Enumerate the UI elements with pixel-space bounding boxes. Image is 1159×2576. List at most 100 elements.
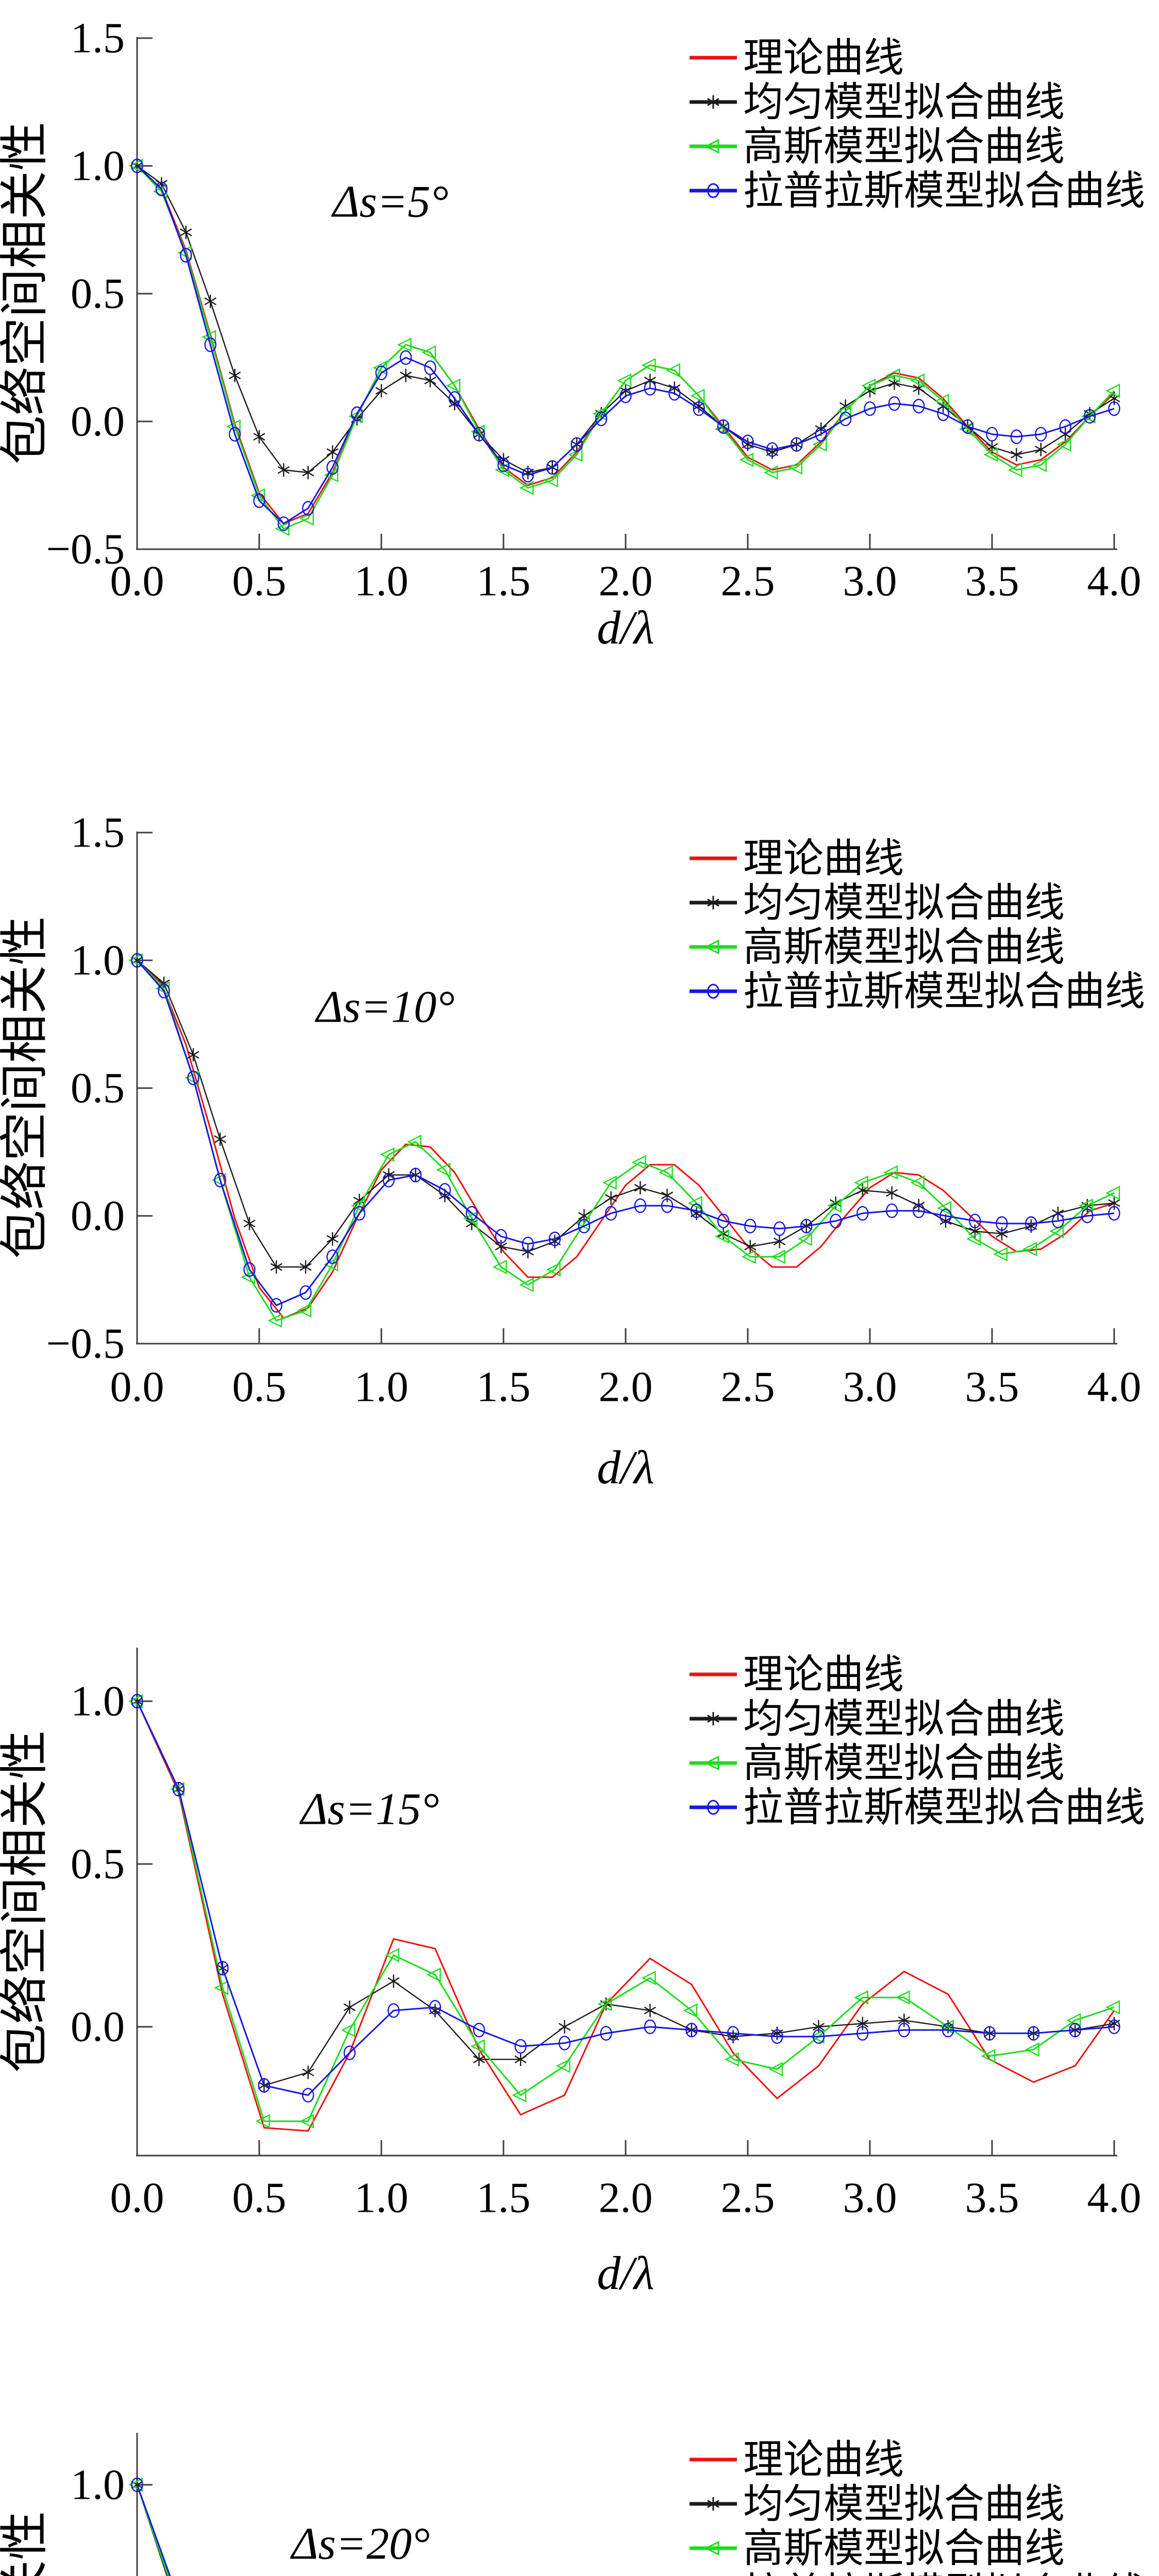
asterisk-marker-icon <box>514 2053 527 2066</box>
series-3-line <box>136 1701 1115 2096</box>
series-2-markers <box>128 1694 1120 2129</box>
asterisk-marker-icon <box>343 2001 356 2014</box>
asterisk-stroke <box>326 1235 339 1243</box>
circle-marker-icon <box>548 1231 561 1246</box>
x-axis-title: d/λ <box>597 2247 654 2299</box>
series-2 <box>128 159 1120 536</box>
asterisk-marker-icon <box>243 1216 256 1230</box>
y-axis-title: 包络空间相关性 <box>0 916 52 1259</box>
triangle-left-marker-icon <box>770 1249 785 1264</box>
asterisk-stroke <box>1108 1199 1120 1207</box>
circle-marker-icon <box>913 1203 925 1218</box>
x-tick-label: 0.5 <box>232 557 287 605</box>
x-tick-label: 4.0 <box>1087 1363 1141 1411</box>
circle-marker-icon <box>885 1203 898 1218</box>
asterisk-stroke <box>180 228 192 236</box>
asterisk-marker-icon <box>774 1234 786 1248</box>
asterisk-marker-icon <box>326 445 339 459</box>
circle-marker-icon <box>856 2026 869 2041</box>
asterisk-marker-icon <box>558 2020 571 2033</box>
circle-marker-icon <box>773 1221 786 1236</box>
legend-label: 拉普拉斯模型拟合曲线 <box>743 168 1145 213</box>
asterisk-marker-icon <box>830 1196 842 1210</box>
triangle-left-marker-icon <box>602 1175 617 1190</box>
circle-marker-icon <box>942 2023 954 2038</box>
circle-marker-icon <box>644 381 657 396</box>
triangle-left-marker-icon <box>934 394 949 409</box>
triangle-left-marker-icon <box>519 481 534 495</box>
x-tick-label: 1.5 <box>477 557 531 605</box>
y-tick-label: 1.5 <box>71 14 125 62</box>
circle-marker-icon <box>707 183 719 198</box>
legend-label: 拉普拉斯模型拟合曲线 <box>743 969 1145 1014</box>
series-0-line <box>136 959 1115 1319</box>
legend-item-2[interactable]: 高斯模型拟合曲线 <box>690 124 1065 169</box>
legend-item-0[interactable]: 理论曲线 <box>690 1652 904 1697</box>
series-1-markers <box>131 954 1120 1274</box>
chart-1: 1.51.00.50.0−0.50.0 0.5 1.0 1.5 2.0 2.5 3.0 3.5… <box>0 14 1145 654</box>
circle-marker-icon <box>514 2039 527 2054</box>
y-tick-label: 0.0 <box>71 398 125 446</box>
legend-label: 理论曲线 <box>743 2437 904 2482</box>
legend-item-3[interactable]: 拉普拉斯模型拟合曲线 <box>690 1785 1145 1830</box>
legend-item-0[interactable]: 理论曲线 <box>690 36 904 80</box>
legend-item-1[interactable]: 均匀模型拟合曲线 <box>690 1697 1065 1741</box>
circle-marker-icon <box>409 1167 422 1182</box>
series-3-markers <box>131 2477 143 2493</box>
triangle-left-marker-icon <box>492 1260 507 1275</box>
asterisk-marker-icon <box>204 294 216 308</box>
triangle-left-marker-icon <box>544 473 559 488</box>
legend-label: 理论曲线 <box>743 836 904 881</box>
asterisk-marker-icon <box>228 368 241 382</box>
circle-marker-icon <box>996 1216 1008 1231</box>
circle-marker-icon <box>1081 1208 1094 1224</box>
asterisk-marker-icon <box>1052 1207 1064 1221</box>
legend-item-2[interactable]: 高斯模型拟合曲线 <box>690 925 1065 970</box>
x-tick-label: 3.5 <box>965 2174 1019 2222</box>
x-tick-label: 2.5 <box>721 1363 775 1411</box>
legend-item-0[interactable]: 理论曲线 <box>690 836 904 881</box>
triangle-left-marker-icon <box>714 1229 729 1244</box>
triangle-left-marker-icon <box>214 1980 229 1995</box>
triangle-left-marker-icon <box>854 1990 868 2005</box>
asterisk-stroke <box>424 377 436 385</box>
triangle-left-marker-icon <box>768 2062 783 2077</box>
asterisk-stroke <box>830 1199 842 1207</box>
asterisk-marker-icon <box>886 1186 898 1200</box>
circle-marker-icon <box>1083 409 1096 424</box>
legend-item-3[interactable]: 拉普拉斯模型拟合曲线 <box>690 969 1145 1014</box>
legend-item-1[interactable]: 均匀模型拟合曲线 <box>690 2482 1065 2527</box>
legend-item-2[interactable]: 高斯模型拟合曲线 <box>690 2526 1065 2571</box>
legend-item-1[interactable]: 均匀模型拟合曲线 <box>690 80 1065 125</box>
y-axis-title: 包络空间相关性 <box>0 1730 52 2073</box>
circle-marker-icon <box>983 2026 996 2041</box>
y-axis-title: 包络空间相关性 <box>0 2511 52 2576</box>
asterisk-marker-icon <box>707 2497 719 2511</box>
series-2-markers <box>128 159 1120 536</box>
triangle-left-marker-icon <box>426 1967 441 1982</box>
circle-marker-icon <box>815 427 827 442</box>
legend-item-2[interactable]: 高斯模型拟合曲线 <box>690 1741 1065 1786</box>
asterisk-marker-icon <box>253 430 265 444</box>
legend-item-3[interactable]: 拉普拉斯模型拟合曲线 <box>690 168 1145 213</box>
triangle-left-marker-icon <box>380 1147 395 1162</box>
asterisk-stroke <box>744 1242 757 1251</box>
circle-marker-icon <box>1010 429 1023 444</box>
series-2-markers <box>128 953 1120 1328</box>
triangle-left-marker-icon <box>324 468 339 483</box>
legend-item-0[interactable]: 理论曲线 <box>690 2437 904 2482</box>
asterisk-stroke <box>604 1194 617 1202</box>
circle-marker-icon <box>766 442 779 457</box>
series-3 <box>131 953 1120 1313</box>
circle-marker-icon <box>690 1203 703 1218</box>
y-tick-label: 0.5 <box>71 1064 125 1112</box>
x-tick-label: 3.5 <box>965 557 1019 605</box>
legend-item-3[interactable]: 拉普拉斯模型拟合曲线 <box>690 2570 1145 2576</box>
triangle-left-marker-icon <box>350 1198 365 1213</box>
x-tick-label: 1.0 <box>355 1363 409 1411</box>
triangle-left-marker-icon <box>983 447 998 462</box>
legend-item-1[interactable]: 均匀模型拟合曲线 <box>690 880 1065 925</box>
asterisk-stroke <box>1035 446 1047 454</box>
